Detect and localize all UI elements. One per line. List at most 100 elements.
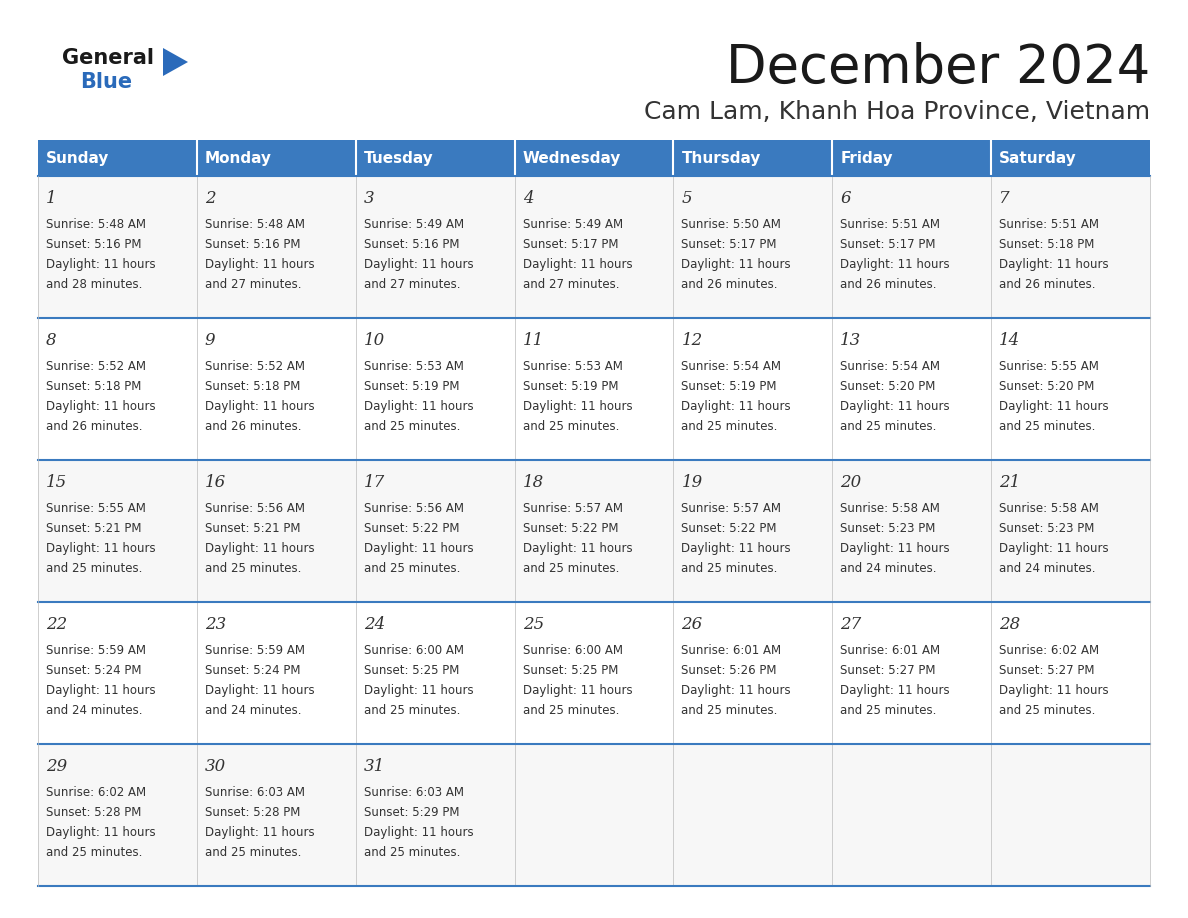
- Text: Daylight: 11 hours: Daylight: 11 hours: [204, 400, 315, 413]
- Text: Saturday: Saturday: [999, 151, 1076, 165]
- Text: and 25 minutes.: and 25 minutes.: [840, 420, 936, 433]
- Text: 7: 7: [999, 190, 1010, 207]
- Text: Sunset: 5:16 PM: Sunset: 5:16 PM: [46, 238, 141, 251]
- Text: Sunrise: 6:01 AM: Sunrise: 6:01 AM: [682, 644, 782, 657]
- Text: Daylight: 11 hours: Daylight: 11 hours: [364, 542, 473, 555]
- Text: Sunset: 5:26 PM: Sunset: 5:26 PM: [682, 664, 777, 677]
- Bar: [991, 140, 1150, 176]
- Text: Sunrise: 5:55 AM: Sunrise: 5:55 AM: [46, 502, 146, 515]
- Text: Sunrise: 5:59 AM: Sunrise: 5:59 AM: [46, 644, 146, 657]
- Text: and 27 minutes.: and 27 minutes.: [364, 278, 460, 291]
- Text: Daylight: 11 hours: Daylight: 11 hours: [46, 258, 156, 271]
- Text: Sunrise: 5:58 AM: Sunrise: 5:58 AM: [840, 502, 940, 515]
- Text: and 27 minutes.: and 27 minutes.: [204, 278, 302, 291]
- Text: Sunset: 5:17 PM: Sunset: 5:17 PM: [523, 238, 618, 251]
- Text: and 25 minutes.: and 25 minutes.: [999, 704, 1095, 717]
- Text: 15: 15: [46, 474, 68, 491]
- Text: Daylight: 11 hours: Daylight: 11 hours: [999, 684, 1108, 697]
- Text: Daylight: 11 hours: Daylight: 11 hours: [46, 826, 156, 839]
- Text: 30: 30: [204, 758, 226, 775]
- Text: Daylight: 11 hours: Daylight: 11 hours: [46, 684, 156, 697]
- Text: Sunrise: 5:54 AM: Sunrise: 5:54 AM: [682, 360, 782, 373]
- Text: Daylight: 11 hours: Daylight: 11 hours: [840, 258, 950, 271]
- Text: 11: 11: [523, 332, 544, 349]
- Text: Wednesday: Wednesday: [523, 151, 621, 165]
- Text: and 24 minutes.: and 24 minutes.: [999, 562, 1095, 575]
- Text: General: General: [62, 48, 154, 68]
- Text: 13: 13: [840, 332, 861, 349]
- Text: Sunset: 5:21 PM: Sunset: 5:21 PM: [46, 522, 141, 535]
- Text: 2: 2: [204, 190, 215, 207]
- Text: 16: 16: [204, 474, 226, 491]
- Text: and 25 minutes.: and 25 minutes.: [682, 704, 778, 717]
- Text: 12: 12: [682, 332, 702, 349]
- Text: and 28 minutes.: and 28 minutes.: [46, 278, 143, 291]
- Text: Sunset: 5:20 PM: Sunset: 5:20 PM: [840, 380, 936, 393]
- Text: and 25 minutes.: and 25 minutes.: [523, 420, 619, 433]
- Text: 1: 1: [46, 190, 57, 207]
- Text: Daylight: 11 hours: Daylight: 11 hours: [682, 400, 791, 413]
- Text: and 26 minutes.: and 26 minutes.: [204, 420, 302, 433]
- Text: and 26 minutes.: and 26 minutes.: [840, 278, 937, 291]
- Text: and 25 minutes.: and 25 minutes.: [204, 846, 302, 859]
- Text: 19: 19: [682, 474, 702, 491]
- Text: Daylight: 11 hours: Daylight: 11 hours: [840, 542, 950, 555]
- Text: Sunset: 5:22 PM: Sunset: 5:22 PM: [682, 522, 777, 535]
- Text: Sunrise: 5:49 AM: Sunrise: 5:49 AM: [364, 218, 463, 231]
- Text: Sunset: 5:23 PM: Sunset: 5:23 PM: [999, 522, 1094, 535]
- Text: Sunset: 5:27 PM: Sunset: 5:27 PM: [999, 664, 1094, 677]
- Polygon shape: [163, 48, 188, 76]
- Text: Daylight: 11 hours: Daylight: 11 hours: [364, 684, 473, 697]
- Text: Daylight: 11 hours: Daylight: 11 hours: [999, 258, 1108, 271]
- Text: Daylight: 11 hours: Daylight: 11 hours: [46, 542, 156, 555]
- Text: Daylight: 11 hours: Daylight: 11 hours: [523, 400, 632, 413]
- Text: Sunset: 5:18 PM: Sunset: 5:18 PM: [46, 380, 141, 393]
- Text: 27: 27: [840, 616, 861, 633]
- Text: Sunrise: 5:50 AM: Sunrise: 5:50 AM: [682, 218, 782, 231]
- Text: Daylight: 11 hours: Daylight: 11 hours: [523, 684, 632, 697]
- Text: Sunset: 5:17 PM: Sunset: 5:17 PM: [840, 238, 936, 251]
- Text: Daylight: 11 hours: Daylight: 11 hours: [204, 542, 315, 555]
- Text: 26: 26: [682, 616, 702, 633]
- Text: Sunset: 5:20 PM: Sunset: 5:20 PM: [999, 380, 1094, 393]
- Text: Daylight: 11 hours: Daylight: 11 hours: [204, 826, 315, 839]
- Text: Sunset: 5:25 PM: Sunset: 5:25 PM: [364, 664, 459, 677]
- Text: Daylight: 11 hours: Daylight: 11 hours: [364, 258, 473, 271]
- Text: Sunrise: 5:56 AM: Sunrise: 5:56 AM: [204, 502, 305, 515]
- Text: Thursday: Thursday: [682, 151, 760, 165]
- Text: Sunrise: 5:57 AM: Sunrise: 5:57 AM: [523, 502, 623, 515]
- Text: 4: 4: [523, 190, 533, 207]
- Text: Sunrise: 5:48 AM: Sunrise: 5:48 AM: [46, 218, 146, 231]
- Text: 6: 6: [840, 190, 851, 207]
- Text: Sunrise: 5:51 AM: Sunrise: 5:51 AM: [999, 218, 1099, 231]
- Text: Sunset: 5:28 PM: Sunset: 5:28 PM: [46, 806, 141, 819]
- Bar: [674, 140, 833, 176]
- Text: and 26 minutes.: and 26 minutes.: [46, 420, 143, 433]
- Bar: [38, 176, 1150, 318]
- Text: Daylight: 11 hours: Daylight: 11 hours: [46, 400, 156, 413]
- Text: Sunrise: 5:57 AM: Sunrise: 5:57 AM: [682, 502, 782, 515]
- Text: and 25 minutes.: and 25 minutes.: [46, 562, 143, 575]
- Text: Sunset: 5:27 PM: Sunset: 5:27 PM: [840, 664, 936, 677]
- Text: Sunrise: 5:49 AM: Sunrise: 5:49 AM: [523, 218, 623, 231]
- Text: 8: 8: [46, 332, 57, 349]
- Text: Daylight: 11 hours: Daylight: 11 hours: [682, 684, 791, 697]
- Text: 24: 24: [364, 616, 385, 633]
- Text: 22: 22: [46, 616, 68, 633]
- Text: Sunrise: 6:00 AM: Sunrise: 6:00 AM: [364, 644, 463, 657]
- Text: Daylight: 11 hours: Daylight: 11 hours: [523, 258, 632, 271]
- Text: Sunset: 5:21 PM: Sunset: 5:21 PM: [204, 522, 301, 535]
- Text: Daylight: 11 hours: Daylight: 11 hours: [682, 542, 791, 555]
- Text: and 25 minutes.: and 25 minutes.: [364, 420, 460, 433]
- Text: 10: 10: [364, 332, 385, 349]
- Text: Sunset: 5:22 PM: Sunset: 5:22 PM: [364, 522, 460, 535]
- Text: Sunset: 5:23 PM: Sunset: 5:23 PM: [840, 522, 936, 535]
- Text: 9: 9: [204, 332, 215, 349]
- Text: Sunrise: 5:55 AM: Sunrise: 5:55 AM: [999, 360, 1099, 373]
- Text: Sunset: 5:25 PM: Sunset: 5:25 PM: [523, 664, 618, 677]
- Text: Sunrise: 6:03 AM: Sunrise: 6:03 AM: [204, 786, 305, 799]
- Text: Sunset: 5:19 PM: Sunset: 5:19 PM: [364, 380, 460, 393]
- Text: Sunset: 5:22 PM: Sunset: 5:22 PM: [523, 522, 618, 535]
- Text: and 25 minutes.: and 25 minutes.: [682, 562, 778, 575]
- Text: and 24 minutes.: and 24 minutes.: [840, 562, 937, 575]
